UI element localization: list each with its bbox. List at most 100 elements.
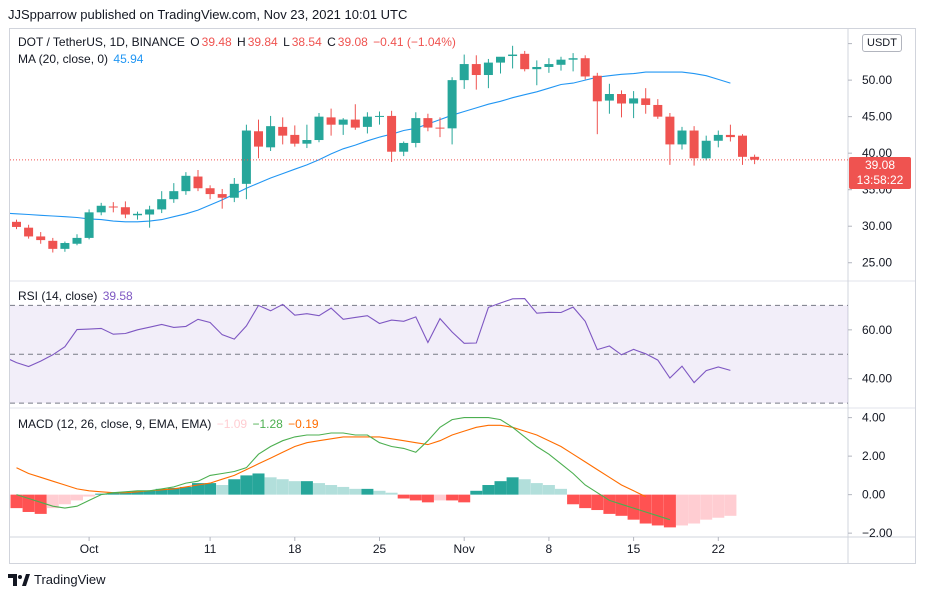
change-value: −0.41 (−1.04%) — [373, 35, 456, 49]
symbol-name: DOT / TetherUS, 1D, BINANCE — [18, 35, 185, 49]
last-price-tag: 39.08 13:58:22 — [849, 157, 911, 189]
macd-line-value: −1.28 — [252, 417, 283, 431]
macd-histogram-bar — [567, 494, 580, 505]
candle-body — [471, 64, 481, 76]
candle-body — [738, 135, 747, 157]
macd-histogram-bar — [518, 479, 531, 495]
macd-legend: MACD (12, 26, close, 9, EMA, EMA) −1.09 … — [18, 417, 321, 431]
candle-body — [350, 119, 360, 128]
macd-histogram-bar — [264, 477, 277, 495]
macd-histogram-bar — [83, 494, 96, 497]
tradingview-logo-icon — [8, 573, 30, 586]
candle-body — [483, 62, 493, 76]
candle-body — [84, 212, 94, 238]
macd-histogram-bar — [337, 486, 350, 495]
low-value: 38.54 — [291, 35, 322, 49]
macd-histogram-bar — [58, 494, 71, 505]
price-tick-label: 45.00 — [862, 110, 892, 124]
macd-histogram-bar — [700, 494, 713, 520]
footer-brand[interactable]: TradingView — [8, 572, 106, 587]
candle-body — [653, 104, 663, 117]
time-tick-label: 11 — [204, 542, 217, 556]
macd-histogram-bar — [22, 494, 35, 512]
candle-body — [96, 205, 106, 213]
macd-histogram-bar — [192, 483, 204, 495]
macd-signal-value: −0.19 — [288, 417, 319, 431]
macd-histogram-bar — [349, 488, 362, 495]
candle-body — [12, 221, 21, 227]
macd-histogram-bar — [228, 479, 241, 495]
candle-body — [556, 59, 566, 65]
rsi-value: 39.58 — [102, 289, 133, 303]
macd-histogram-bar — [131, 491, 144, 495]
macd-histogram-bar — [470, 490, 483, 495]
candle-body — [520, 53, 530, 70]
macd-histogram-bar — [155, 488, 168, 495]
rsi-tick-label: 40.00 — [862, 372, 892, 386]
macd-histogram-bar — [506, 477, 519, 495]
macd-histogram-bar — [252, 473, 265, 495]
macd-histogram-bar — [555, 488, 567, 495]
macd-hist-value: −1.09 — [216, 417, 248, 431]
time-tick-label: Nov — [454, 542, 475, 556]
candle-body — [72, 237, 82, 244]
ma-value: 45.94 — [113, 52, 144, 66]
candle-body — [193, 176, 203, 189]
macd-histogram-bar — [313, 483, 325, 495]
macd-tick-label: 0.00 — [862, 488, 886, 502]
macd-histogram-bar — [458, 494, 471, 503]
price-tick-label: 40.00 — [862, 146, 892, 160]
macd-histogram-bar — [385, 492, 398, 495]
chart-frame[interactable]: 55.0050.0045.0040.0035.0030.0025.0060.00… — [9, 28, 916, 564]
candle-body — [447, 80, 457, 129]
macd-tick-label: −2.00 — [862, 526, 893, 540]
macd-tick-label: 4.00 — [862, 411, 886, 425]
time-tick-label: 15 — [627, 542, 641, 556]
bar-countdown: 13:58:22 — [856, 173, 904, 187]
candle-body — [568, 58, 578, 60]
time-tick-label: 18 — [288, 542, 302, 556]
macd-histogram-bar — [627, 494, 640, 520]
candle-body — [229, 183, 239, 198]
macd-histogram-bar — [288, 481, 301, 495]
macd-histogram-bar — [179, 486, 192, 495]
currency-button[interactable]: USDT — [862, 34, 902, 52]
high-value: 39.84 — [247, 35, 278, 49]
candle-body — [217, 194, 227, 198]
candle-body — [338, 119, 348, 125]
candle-body — [314, 116, 324, 141]
macd-label: MACD (12, 26, close, 9, EMA, EMA) — [18, 417, 212, 431]
macd-histogram-bar — [688, 494, 701, 524]
macd-histogram-bar — [107, 492, 120, 495]
rsi-label: RSI (14, close) — [18, 289, 98, 303]
macd-histogram-bar — [240, 475, 253, 495]
candle-body — [544, 64, 554, 67]
macd-histogram-bar — [724, 494, 737, 516]
candle-body — [629, 98, 639, 104]
close-value: 39.08 — [337, 35, 368, 49]
candle-body — [617, 94, 626, 104]
macd-histogram-bar — [712, 494, 725, 518]
macd-histogram-bar — [143, 490, 156, 495]
candle-body — [592, 75, 602, 102]
macd-histogram-bar — [639, 494, 652, 524]
candle-body — [169, 191, 179, 200]
close-label: C — [327, 35, 336, 49]
macd-histogram-bar — [446, 494, 459, 501]
time-tick-label: Oct — [80, 542, 99, 556]
rsi-tick-label: 60.00 — [862, 323, 892, 337]
candle-body — [108, 206, 118, 208]
macd-histogram-bar — [325, 485, 338, 495]
candle-body — [375, 115, 384, 117]
macd-histogram-bar — [421, 494, 434, 503]
macd-line — [16, 417, 671, 521]
macd-histogram-bar — [651, 494, 664, 526]
rsi-legend: RSI (14, close) 39.58 — [18, 289, 135, 303]
ma-line — [10, 71, 731, 223]
chart-canvas[interactable]: 55.0050.0045.0040.0035.0030.0025.0060.00… — [10, 29, 915, 563]
candle-body — [689, 130, 699, 159]
macd-histogram-bar — [397, 494, 410, 499]
candle-body — [604, 94, 614, 101]
candle-body — [508, 54, 518, 57]
high-label: H — [237, 35, 246, 49]
